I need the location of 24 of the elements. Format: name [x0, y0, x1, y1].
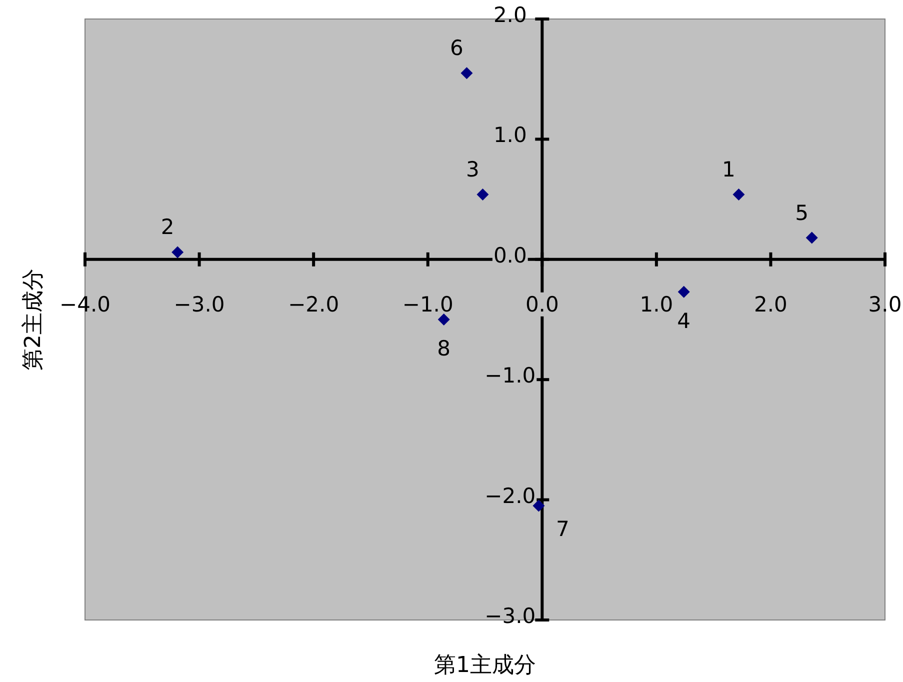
y-tick-label: 2.0 — [493, 3, 527, 27]
annotation: 1 — [722, 157, 736, 182]
y-tick-label: −2.0 — [484, 484, 536, 508]
x-tick-label: −1.0 — [402, 292, 454, 316]
y-tick-label: 0.0 — [493, 243, 527, 268]
annotation: 8 — [437, 336, 451, 360]
y-tick-label: −1.0 — [484, 364, 536, 388]
x-tick-label: −3.0 — [174, 292, 225, 316]
y-tick-label: 1.0 — [493, 123, 527, 148]
annotation: 5 — [795, 200, 809, 225]
annotation: 4 — [677, 308, 691, 333]
x-tick-label: 0.0 — [525, 292, 559, 316]
x-axis-title: 第1主成分 — [434, 653, 536, 678]
x-tick-label: 1.0 — [640, 292, 674, 316]
y-tick-label: −3.0 — [484, 604, 536, 628]
x-tick-label: 2.0 — [754, 292, 788, 316]
annotation: 7 — [556, 516, 570, 541]
annotation: 6 — [450, 36, 464, 60]
x-tick-label: −4.0 — [60, 292, 110, 316]
annotation: 2 — [160, 215, 174, 240]
x-tick-label: 3.0 — [868, 292, 902, 316]
x-tick-label: −2.0 — [288, 292, 340, 316]
annotation: 3 — [466, 157, 480, 182]
y-axis-title: 第2主成分 — [21, 268, 46, 370]
